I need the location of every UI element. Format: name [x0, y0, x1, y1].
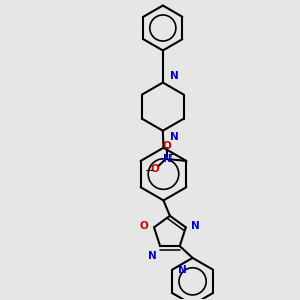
Text: N: N — [163, 154, 171, 164]
Text: N: N — [178, 265, 187, 275]
Text: O: O — [163, 142, 171, 152]
Text: N: N — [170, 71, 179, 81]
Text: −: − — [144, 166, 154, 176]
Text: N: N — [170, 132, 179, 142]
Text: N: N — [148, 251, 157, 261]
Text: +: + — [167, 150, 174, 159]
Text: O: O — [150, 164, 159, 174]
Text: N: N — [191, 221, 200, 231]
Text: O: O — [140, 221, 148, 231]
